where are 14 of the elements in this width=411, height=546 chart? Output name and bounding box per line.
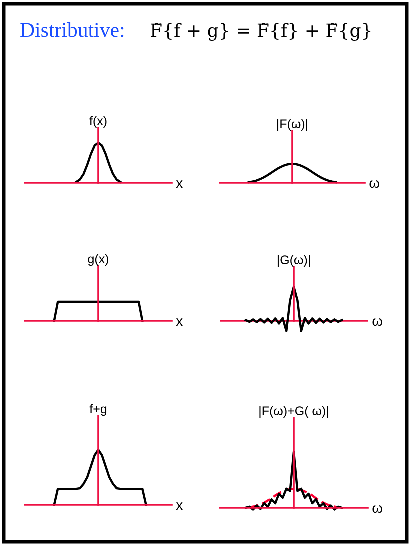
text: F̃{f + g} = F̃{f} + F̃{g} — [150, 22, 371, 42]
x-axis-title: ω — [372, 506, 382, 514]
x-axis-title: x — [176, 318, 183, 326]
chart-title: g(x) — [88, 254, 108, 266]
chart-title: f+g — [90, 404, 107, 416]
x-axis-title: ω — [370, 180, 380, 188]
x-axis-title: x — [176, 502, 183, 510]
chart-title: f(x) — [90, 116, 107, 128]
x-axis-title: ω — [372, 318, 382, 326]
x-axis-title: x — [176, 180, 183, 188]
text: Distributive: — [20, 22, 124, 38]
chart-title: |F(ω)+G( ω)| — [260, 406, 328, 418]
chart-title: |G(ω)| — [278, 255, 310, 267]
chart-title: |F(ω)| — [278, 119, 308, 131]
